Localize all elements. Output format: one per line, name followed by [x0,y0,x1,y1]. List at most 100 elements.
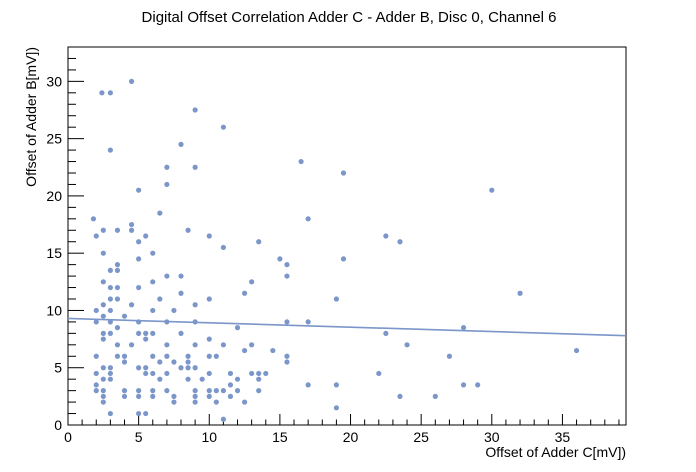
data-point [171,359,177,365]
y-tick-label: 20 [46,188,62,204]
data-point [383,233,389,239]
data-point [107,267,113,273]
data-point [298,158,304,165]
data-point [107,284,113,291]
data-point [220,244,226,251]
data-point [136,365,142,371]
data-point [178,330,184,336]
data-point [256,388,262,394]
data-point [397,393,403,399]
data-point [136,239,142,245]
y-axis-label: Offset of Adder B[mV]) [23,47,39,187]
data-point [171,307,177,314]
data-point [164,370,170,377]
data-point [206,393,212,399]
data-point [178,273,184,279]
data-point [192,388,198,394]
data-point [157,376,163,382]
data-point [489,187,495,193]
data-point [107,90,113,96]
data-point [150,307,156,314]
data-point [150,370,156,377]
data-point [220,342,226,348]
data-point [93,370,99,377]
data-point [192,107,198,113]
data-point [100,336,106,342]
data-point [128,78,135,84]
data-point [90,216,97,222]
x-tick-label: 35 [555,429,571,445]
x-tick-label: 30 [484,429,500,445]
data-point [206,353,212,359]
data-point [128,221,135,228]
data-point [93,319,99,325]
data-point [270,347,276,354]
y-tick-label: 5 [54,360,62,376]
data-point [333,296,340,302]
y-tick-label: 30 [46,73,62,89]
data-point [164,273,170,279]
data-point [249,370,255,377]
data-point [340,170,347,176]
data-point [206,336,212,342]
data-point [150,388,156,394]
data-point [234,388,241,394]
data-point [227,393,234,399]
data-point [256,370,262,377]
data-point [143,370,149,377]
data-point [99,90,105,96]
data-point [143,365,149,371]
data-point [199,376,205,382]
data-point [305,216,311,222]
data-point [284,319,290,325]
data-point [136,187,142,193]
data-point [114,284,121,291]
data-point [185,376,191,382]
data-point [157,359,163,365]
data-point [150,330,156,336]
data-point [206,233,212,239]
data-point [213,399,219,405]
data-point [164,164,170,170]
data-point [114,325,121,331]
data-point [114,296,121,302]
data-point [305,382,311,388]
data-point [150,393,156,399]
data-point [100,313,106,319]
data-point [213,388,219,394]
data-point [164,181,170,188]
data-point [185,353,191,359]
data-point [241,290,248,296]
data-point [333,405,340,411]
data-point [460,382,467,388]
data-point [178,141,184,147]
data-point [397,239,403,245]
data-point [333,382,340,388]
data-point [93,307,99,314]
data-point [227,382,234,388]
data-point [143,336,149,342]
data-point [192,393,198,399]
data-point [107,307,113,314]
data-point [121,359,128,365]
data-point [376,370,382,377]
data-point [100,279,106,285]
data-point [284,262,290,268]
data-point [100,302,106,308]
data-point [284,359,290,365]
data-point [114,353,121,359]
data-point [157,296,163,302]
data-point [213,353,219,359]
plot-border [67,46,627,426]
data-point [100,250,106,256]
data-point [136,330,142,336]
data-point [206,370,212,377]
data-point [100,399,106,405]
data-point [573,347,580,354]
data-point [150,353,156,359]
data-point [128,302,135,308]
data-point [121,353,128,359]
data-point [114,342,121,348]
data-point [164,388,170,394]
data-point [475,382,481,388]
